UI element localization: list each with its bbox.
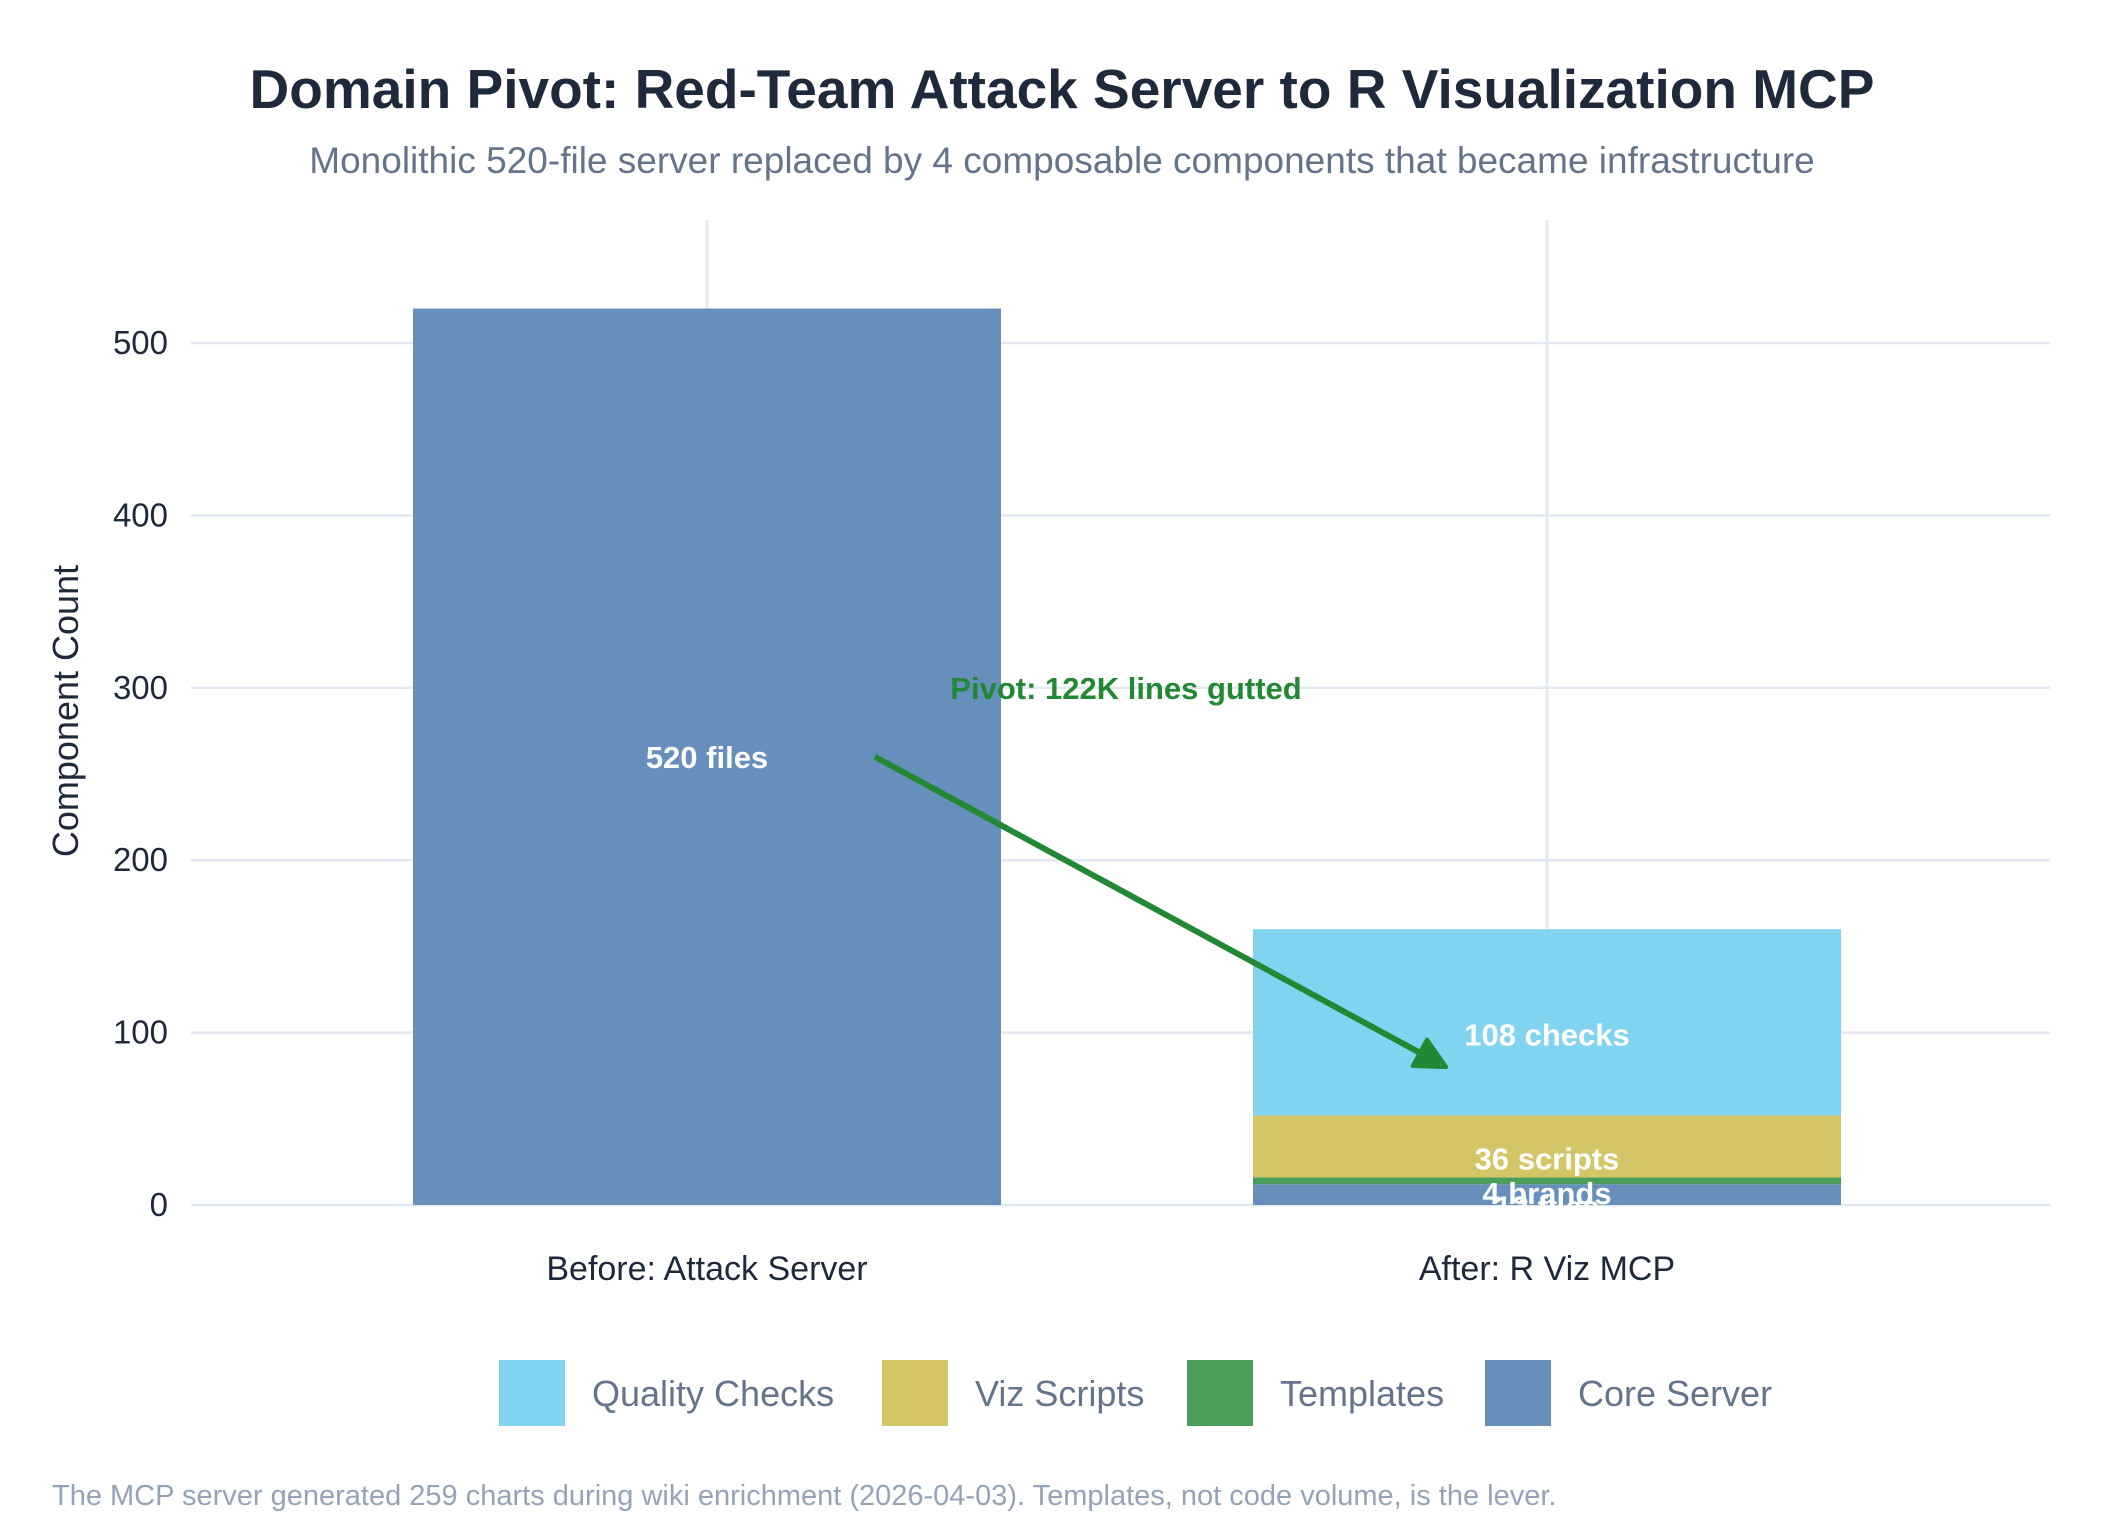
y-tick-label: 100 — [113, 1014, 168, 1051]
legend-item: Templates — [1187, 1360, 1444, 1426]
arrow-head-icon — [1410, 1037, 1449, 1070]
bar-segment-viz-scripts — [1253, 1115, 1841, 1178]
chart-title: Domain Pivot: Red-Team Attack Server to … — [250, 58, 1875, 120]
segment-label: 12 files — [1494, 1190, 1599, 1225]
segment-label: 520 files — [646, 740, 768, 775]
legend-swatch — [1485, 1360, 1551, 1426]
x-tick-label: Before: Attack Server — [546, 1250, 867, 1288]
legend-swatch — [882, 1360, 948, 1426]
legend-swatch — [499, 1360, 565, 1426]
y-tick-label: 400 — [113, 496, 168, 533]
segment-label: 4 brands — [1482, 1176, 1611, 1211]
y-axis-title: Component Count — [45, 565, 86, 857]
chart-subtitle: Monolithic 520-file server replaced by 4… — [309, 140, 1814, 181]
legend-item: Core Server — [1485, 1360, 1772, 1426]
arrow-line — [873, 754, 1422, 1056]
legend-label: Core Server — [1578, 1373, 1772, 1414]
legend: Quality Checks Viz Scripts Templates Core S… — [499, 1360, 1772, 1426]
y-tick-label: 200 — [113, 841, 168, 878]
chart-caption: The MCP server generated 259 charts duri… — [52, 1480, 1556, 1512]
legend-label: Quality Checks — [592, 1373, 834, 1414]
legend-label: Viz Scripts — [975, 1373, 1144, 1414]
x-tick-label: After: R Viz MCP — [1419, 1250, 1675, 1288]
legend-swatch — [1187, 1360, 1253, 1426]
x-axis-labels: Before: Attack Server After: R Viz MCP — [546, 1250, 1675, 1288]
bar-segment-templates — [1253, 1177, 1841, 1185]
bar-segment-core-server — [1253, 1184, 1841, 1205]
annotation-text: Pivot: 122K lines gutted — [950, 671, 1301, 706]
y-tick-label: 500 — [113, 324, 168, 361]
y-axis-ticks: 0 100 200 300 400 500 — [113, 324, 168, 1223]
segment-label: 36 scripts — [1475, 1141, 1620, 1176]
bars — [413, 308, 1841, 1205]
bar-segment-quality-checks — [1253, 929, 1841, 1116]
annotation: Pivot: 122K lines gutted — [873, 671, 1449, 1070]
y-tick-label: 300 — [113, 669, 168, 706]
legend-item: Viz Scripts — [882, 1360, 1144, 1426]
legend-item: Quality Checks — [499, 1360, 834, 1426]
segment-label: 108 checks — [1464, 1017, 1629, 1052]
y-tick-label: 0 — [150, 1186, 168, 1223]
bar-segment-core-server — [413, 308, 1001, 1205]
legend-label: Templates — [1280, 1373, 1444, 1414]
